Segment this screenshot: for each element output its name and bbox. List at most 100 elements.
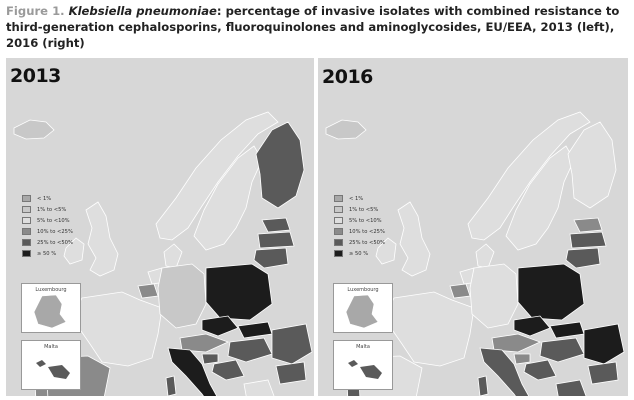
legend-swatch [334,206,343,213]
inset-malta: Malta [333,340,393,390]
inset-title: Luxembourg [347,287,379,293]
country-croatia [211,359,245,381]
legend-swatch [334,217,343,224]
country-austria [179,333,230,353]
inset-luxembourg: Luxembourg [21,283,81,333]
legend-swatch [22,250,31,257]
legend-swatch [22,217,31,224]
country-iceland [13,119,55,140]
country-iceland [325,119,367,140]
map-svg-2013 [6,58,314,396]
map-svg-2016 [318,58,628,396]
map-year-2013: 2013 [10,65,61,87]
map-year-2016: 2016 [322,66,373,88]
country-ireland [63,237,85,265]
legend-label: 5% to <10% [37,217,70,224]
country-sweden [505,145,575,251]
legend-item: 10% to <25% [22,226,73,237]
country-bulgaria [587,361,619,385]
country-estonia [261,217,291,233]
country-hungary [227,337,273,363]
malta-shape [36,360,70,379]
country-greece [243,379,275,396]
country-germany [469,263,519,329]
map-legend-2016: < 1% 1% to <5% 5% to <10% 10% to <25% 25… [334,193,385,259]
legend-label: 25% to <50% [37,239,73,246]
map-panel-2013: 2013 < 1% 1% to <5% 5% to <10% 10% to <2… [6,58,314,396]
legend-swatch [22,195,31,202]
country-greece [555,379,587,396]
country-slovenia [513,353,531,365]
country-belgium [137,283,159,299]
legend-swatch [22,206,31,213]
species-name: Klebsiella pneumoniae [68,4,217,18]
legend-item: 5% to <10% [22,215,73,226]
caption-text: : percentage of invasive isolates with c… [6,4,620,50]
inset-malta: Malta [21,340,81,390]
malta-shape [348,360,382,379]
legend-item: 25% to <50% [22,237,73,248]
inset-title: Malta [356,344,370,350]
country-sardinia [165,375,177,396]
legend-swatch [334,228,343,235]
legend-item: 10% to <25% [334,226,385,237]
country-sardinia [477,375,489,396]
country-denmark [475,243,495,269]
country-hungary [539,337,585,363]
country-poland [517,263,585,321]
country-estonia [573,217,603,233]
country-uk [397,201,431,277]
inset-title: Luxembourg [35,287,67,293]
country-lithuania [565,247,601,269]
country-austria [491,333,542,353]
country-czech [201,315,239,337]
legend-label: < 1% [37,195,52,202]
country-belgium [449,283,471,299]
legend-label: ≥ 50 % [349,250,369,257]
legend-item: 1% to <5% [22,204,73,215]
legend-swatch [334,250,343,257]
country-latvia [569,231,607,249]
country-france [71,291,163,367]
legend-item: ≥ 50 % [22,248,73,259]
country-finland [255,121,305,209]
country-italy [479,347,530,396]
legend-swatch [334,239,343,246]
legend-swatch [22,239,31,246]
map-panel-2016: 2016 < 1% 1% to <5% 5% to <10% 10% to <2… [318,58,628,396]
country-italy [167,347,218,396]
country-slovenia [201,353,219,365]
inset-title: Malta [44,344,58,350]
legend-label: < 1% [349,195,364,202]
legend-label: 10% to <25% [37,228,73,235]
inset-luxembourg: Luxembourg [333,283,393,333]
legend-item: 5% to <10% [334,215,385,226]
country-denmark [163,243,183,269]
legend-item: < 1% [22,193,73,204]
country-latvia [257,231,295,249]
luxembourg-shape [33,294,67,329]
country-romania [583,323,625,365]
country-uk [85,201,119,277]
legend-swatch [334,195,343,202]
legend-swatch [22,228,31,235]
country-bulgaria [275,361,307,385]
country-ireland [375,237,397,265]
legend-item: < 1% [334,193,385,204]
legend-label: 5% to <10% [349,217,382,224]
legend-item: ≥ 50 % [334,248,385,259]
country-czech [513,315,551,337]
legend-label: 10% to <25% [349,228,385,235]
country-finland [567,121,617,209]
country-norway [155,111,279,241]
legend-label: ≥ 50 % [37,250,57,257]
figure-caption: Figure 1. Klebsiella pneumoniae: percent… [6,3,628,51]
country-norway [467,111,591,241]
country-poland [205,263,273,321]
legend-label: 25% to <50% [349,239,385,246]
legend-label: 1% to <5% [37,206,67,213]
legend-item: 1% to <5% [334,204,385,215]
legend-item: 25% to <50% [334,237,385,248]
map-legend-2013: < 1% 1% to <5% 5% to <10% 10% to <25% 25… [22,193,73,259]
country-romania [271,323,313,365]
